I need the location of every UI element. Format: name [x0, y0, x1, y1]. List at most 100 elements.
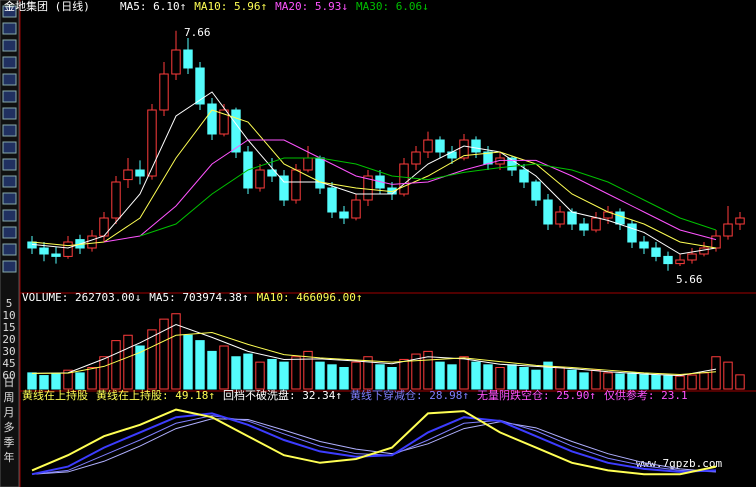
volume-bar: [411, 353, 421, 390]
candle-body: [615, 211, 625, 225]
volume-bar: [735, 374, 745, 390]
header-text: MA5: 703974.38↑: [149, 291, 248, 304]
candle-body: [51, 253, 61, 257]
volume-bar: [231, 356, 241, 390]
volume-bar: [267, 358, 277, 390]
candle-body: [471, 139, 481, 153]
candle-body: [111, 181, 121, 219]
volume-bar: [507, 364, 517, 390]
volume-bar: [159, 318, 169, 390]
candle-body: [567, 211, 577, 225]
header-text: 仅供参考: 23.1: [604, 388, 688, 402]
candle-body: [147, 109, 157, 177]
volume-bar: [495, 367, 505, 390]
cycle-button[interactable]: 多: [4, 420, 15, 434]
candle-body: [255, 169, 265, 189]
candle-body: [231, 109, 241, 153]
volume-bar: [399, 358, 409, 390]
volume-bar: [555, 367, 565, 390]
candle-body: [423, 139, 433, 153]
tool-icon: [2, 175, 17, 188]
volume-bar: [51, 373, 61, 390]
tool-icon: [2, 39, 17, 52]
tool-icon: [2, 124, 17, 137]
candle-body: [207, 103, 217, 135]
candle-body: [723, 223, 733, 237]
line: [31, 412, 717, 476]
header-text: 回档不破洗盘: 32.34↑: [223, 388, 342, 402]
volume-bar: [63, 369, 73, 390]
cycle-button[interactable]: 季: [4, 436, 15, 449]
candle-body: [159, 73, 169, 111]
volume-bar: [543, 361, 553, 390]
volume-bar: [171, 313, 181, 390]
volume-bar: [39, 375, 49, 390]
candle-body: [459, 139, 469, 159]
volume-bar: [531, 369, 541, 390]
candle-body: [591, 217, 601, 231]
volume-bar: [219, 345, 229, 390]
period-button[interactable]: 5: [6, 297, 13, 310]
period-button[interactable]: 10: [2, 309, 15, 322]
candle-body: [495, 157, 505, 165]
candle-body: [63, 241, 73, 257]
tool-icon: [2, 243, 17, 256]
line: [31, 323, 717, 377]
header-text: 黄线在上持股: [22, 388, 88, 402]
candle-body: [303, 157, 313, 171]
cycle-button[interactable]: 周: [4, 391, 15, 404]
volume-bar: [75, 372, 85, 390]
candle-body: [651, 247, 661, 257]
volume-bar: [375, 364, 385, 390]
volume-bar: [603, 372, 613, 390]
candle-body: [579, 223, 589, 231]
candle-body: [627, 223, 637, 243]
volume-bar: [663, 375, 673, 390]
header-text: MA10: 466096.00↑: [257, 291, 363, 304]
period-button[interactable]: 45: [2, 357, 15, 370]
cycle-button[interactable]: 月: [4, 406, 15, 419]
volume-bar: [183, 334, 193, 390]
header-text: 黄线下穿减仓: 28.98↑: [350, 388, 469, 402]
cycle-button[interactable]: 年: [4, 450, 15, 464]
period-button[interactable]: 30: [2, 345, 15, 358]
candle-body: [123, 169, 133, 181]
candle-body: [555, 211, 565, 225]
line: [139, 157, 717, 237]
candle-body: [219, 109, 229, 135]
candle-body: [435, 139, 445, 153]
candle-body: [639, 241, 649, 249]
cycle-button[interactable]: 日: [4, 376, 15, 389]
volume-bar: [99, 356, 109, 390]
tool-icon: [2, 192, 17, 205]
period-button[interactable]: 15: [2, 321, 15, 334]
candle-body: [351, 199, 361, 219]
high-label: 7.66: [184, 26, 211, 39]
candle-body: [735, 217, 745, 225]
volume-bar: [351, 361, 361, 390]
volume-bar: [435, 361, 445, 390]
tool-icon: [2, 73, 17, 86]
candle-body: [135, 169, 145, 177]
volume-bar: [87, 367, 97, 390]
tool-icon: [2, 107, 17, 120]
volume-bar: [291, 356, 301, 390]
volume-bar: [387, 367, 397, 390]
volume-bar: [327, 364, 337, 390]
tool-icon: [2, 141, 17, 154]
volume-bar: [279, 361, 289, 390]
volume-bar: [519, 367, 529, 390]
line: [31, 418, 717, 475]
period-button[interactable]: 60: [2, 369, 15, 382]
period-button[interactable]: 20: [2, 333, 15, 346]
volume-bar: [243, 353, 253, 390]
volume-bar: [27, 372, 37, 390]
tool-icon: [2, 22, 17, 35]
candle-body: [447, 151, 457, 159]
candle-body: [39, 247, 49, 255]
line: [103, 139, 717, 243]
volume-bar: [483, 364, 493, 390]
candle-body: [327, 187, 337, 213]
